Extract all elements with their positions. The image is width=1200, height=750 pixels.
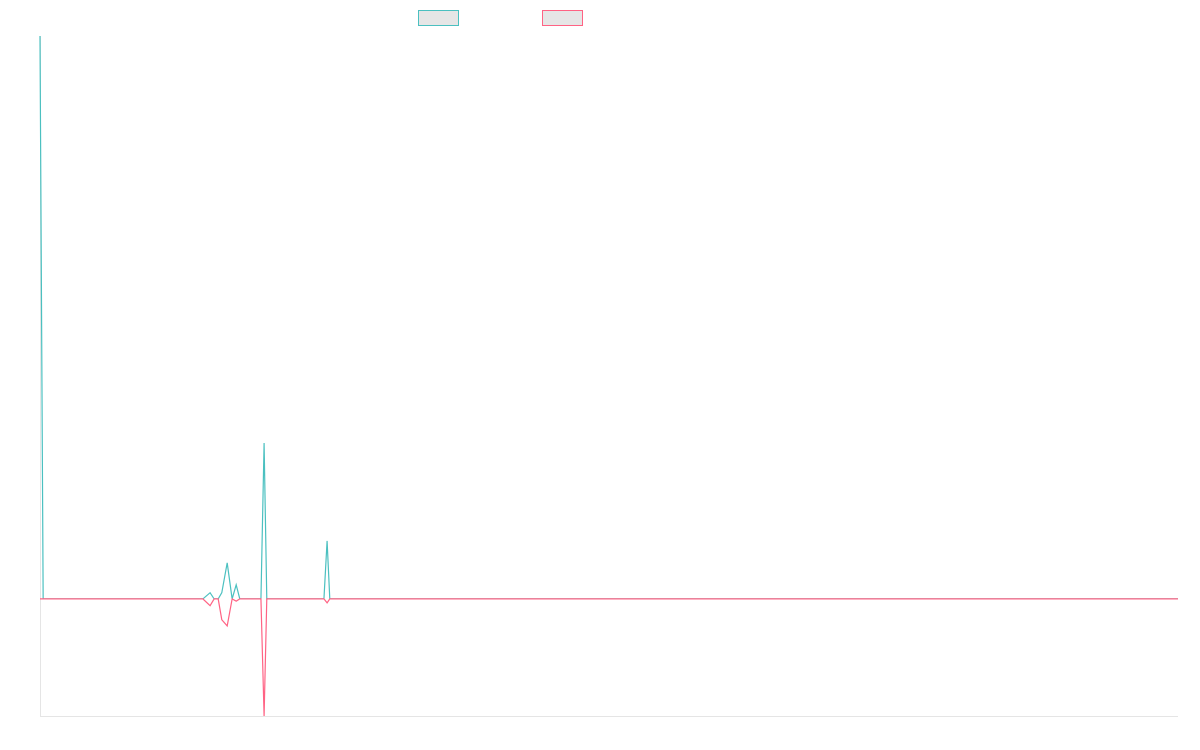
legend-swatch [418,10,459,26]
legend-swatch [542,10,583,26]
line-series [40,597,1178,717]
line-series [39,35,1178,600]
